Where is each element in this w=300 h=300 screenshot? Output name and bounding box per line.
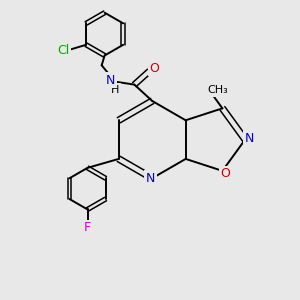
Text: CH₃: CH₃: [207, 85, 228, 95]
Text: Cl: Cl: [57, 44, 69, 57]
Text: H: H: [111, 85, 119, 95]
Text: N: N: [106, 74, 115, 87]
Text: N: N: [146, 172, 155, 185]
Text: F: F: [84, 221, 91, 234]
Text: O: O: [150, 62, 160, 75]
Text: N: N: [245, 132, 254, 145]
Text: O: O: [220, 167, 230, 180]
